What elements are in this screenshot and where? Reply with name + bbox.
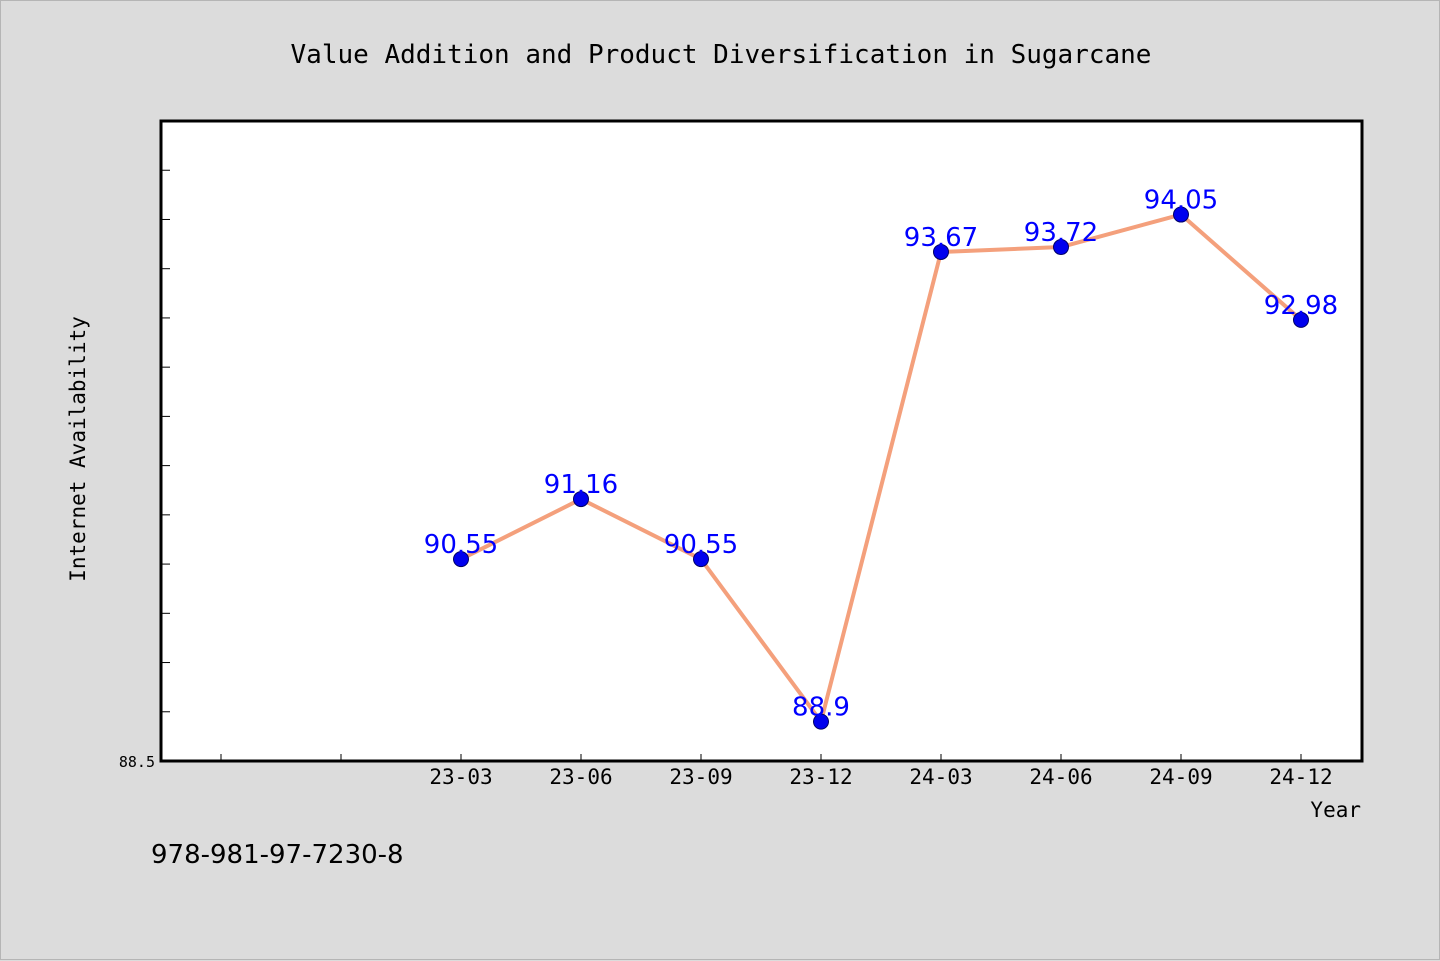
data-point	[453, 551, 469, 568]
y-axis-ticks	[161, 169, 170, 713]
data-label: 93.67	[904, 223, 978, 253]
x-axis-ticks	[220, 754, 1302, 761]
data-label: 90.55	[664, 530, 738, 560]
chart-title: Value Addition and Product Diversificati…	[291, 40, 1152, 70]
data-point	[1293, 311, 1309, 328]
isbn-text: 978-981-97-7230-8	[151, 840, 404, 870]
data-label: 92.98	[1264, 291, 1338, 321]
x-tick-label: 23-06	[549, 765, 612, 789]
data-label: 93.72	[1024, 218, 1098, 248]
data-point	[573, 491, 589, 508]
data-point	[1173, 206, 1189, 223]
x-tick-label: 24-09	[1149, 765, 1212, 789]
series-group: 90.55 91.16 90.55 88.9 93.67 93.72 94.05 92.98	[424, 186, 1338, 730]
y-axis-label: Internet Availability	[66, 316, 90, 582]
x-tick-label: 24-06	[1029, 765, 1092, 789]
x-tick-label: 23-03	[429, 765, 492, 789]
data-label: 94.05	[1144, 186, 1218, 216]
series-line	[460, 212, 1303, 724]
data-point	[933, 243, 949, 260]
plot-area	[159, 119, 1364, 763]
x-tick-labels: 23-03 23-06 23-09 23-12 24-03 24-06 24-09 24-12	[429, 765, 1332, 789]
data-label: 88.9	[792, 693, 850, 723]
data-point	[693, 551, 709, 568]
x-tick-label: 23-09	[669, 765, 732, 789]
x-tick-label: 24-03	[909, 765, 972, 789]
data-label: 90.55	[424, 530, 498, 560]
x-axis-label: Year	[1310, 798, 1361, 822]
x-tick-label: 23-12	[789, 765, 852, 789]
x-tick-label: 24-12	[1269, 765, 1332, 789]
data-label: 91.16	[544, 470, 618, 500]
data-point	[813, 713, 829, 730]
y-tick-label: 88.5	[119, 753, 155, 771]
data-point	[1053, 239, 1069, 256]
